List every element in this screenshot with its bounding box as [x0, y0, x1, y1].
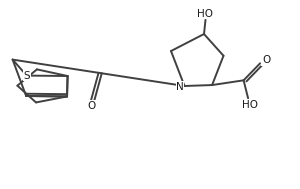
Text: HO: HO	[197, 9, 214, 19]
Text: HO: HO	[242, 100, 258, 110]
Text: N: N	[176, 82, 184, 92]
Text: O: O	[262, 56, 270, 65]
Text: O: O	[87, 101, 95, 111]
Text: S: S	[23, 70, 30, 81]
